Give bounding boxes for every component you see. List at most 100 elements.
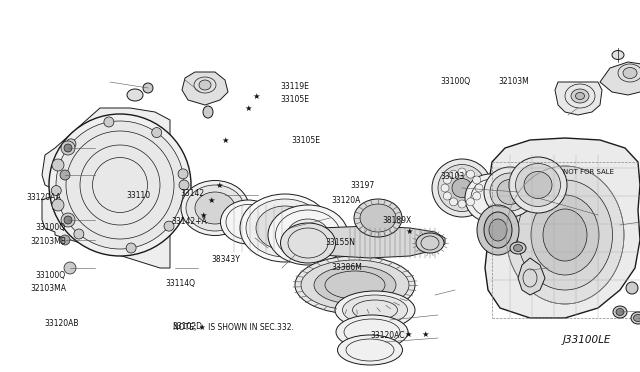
Ellipse shape	[314, 266, 396, 304]
Text: 33100Q: 33100Q	[440, 77, 470, 86]
Polygon shape	[485, 138, 640, 318]
Ellipse shape	[475, 184, 483, 192]
Ellipse shape	[52, 199, 64, 211]
Ellipse shape	[458, 200, 466, 208]
Ellipse shape	[56, 121, 184, 249]
Polygon shape	[555, 82, 602, 115]
Text: 33100Q: 33100Q	[35, 271, 65, 280]
Ellipse shape	[51, 186, 61, 196]
Ellipse shape	[449, 170, 458, 178]
Ellipse shape	[60, 170, 70, 180]
Ellipse shape	[509, 157, 567, 213]
Ellipse shape	[342, 295, 408, 325]
Ellipse shape	[445, 171, 479, 205]
Text: NOT FOR SALE: NOT FOR SALE	[563, 169, 614, 175]
Ellipse shape	[484, 167, 536, 217]
Ellipse shape	[612, 51, 624, 60]
Text: 33110: 33110	[127, 191, 151, 200]
Ellipse shape	[631, 312, 640, 324]
Ellipse shape	[164, 221, 174, 231]
Ellipse shape	[49, 114, 191, 256]
Ellipse shape	[203, 106, 213, 118]
Ellipse shape	[497, 180, 523, 205]
Ellipse shape	[126, 243, 136, 253]
Ellipse shape	[531, 195, 599, 275]
Polygon shape	[42, 108, 170, 268]
Ellipse shape	[623, 67, 637, 78]
Ellipse shape	[143, 83, 153, 93]
Ellipse shape	[432, 159, 492, 217]
Polygon shape	[182, 72, 228, 105]
Ellipse shape	[473, 176, 481, 184]
Ellipse shape	[449, 198, 458, 206]
Text: ★: ★	[422, 330, 429, 339]
Text: 33386M: 33386M	[332, 263, 362, 272]
Ellipse shape	[246, 199, 324, 257]
Polygon shape	[518, 258, 545, 295]
Ellipse shape	[195, 192, 235, 224]
Ellipse shape	[127, 89, 143, 101]
Ellipse shape	[61, 213, 75, 227]
Ellipse shape	[634, 314, 640, 321]
Ellipse shape	[280, 223, 335, 263]
Ellipse shape	[613, 306, 627, 318]
Ellipse shape	[64, 216, 72, 224]
Text: 32103MA: 32103MA	[31, 284, 67, 293]
Text: NOTE; ★ IS SHOWN IN SEC.332.: NOTE; ★ IS SHOWN IN SEC.332.	[173, 323, 294, 332]
Ellipse shape	[438, 164, 486, 212]
Ellipse shape	[467, 198, 474, 206]
Text: ★: ★	[221, 136, 229, 145]
Ellipse shape	[295, 256, 415, 314]
Text: 32103M: 32103M	[498, 77, 529, 86]
Text: 33142: 33142	[180, 189, 205, 198]
Ellipse shape	[489, 219, 507, 241]
Ellipse shape	[441, 184, 449, 192]
Text: J33100LE: J33100LE	[563, 336, 611, 345]
Text: ★: ★	[244, 104, 252, 113]
Polygon shape	[600, 62, 640, 95]
Ellipse shape	[490, 173, 530, 211]
Text: 33100Q: 33100Q	[35, 223, 65, 232]
Text: 33120AC: 33120AC	[370, 331, 404, 340]
Text: ★: ★	[404, 330, 412, 339]
Ellipse shape	[360, 204, 396, 232]
Ellipse shape	[524, 171, 552, 199]
Ellipse shape	[221, 200, 275, 244]
Ellipse shape	[52, 159, 64, 171]
Ellipse shape	[571, 89, 589, 103]
Text: 38343Y: 38343Y	[211, 255, 240, 264]
Ellipse shape	[61, 141, 75, 155]
Ellipse shape	[181, 180, 249, 235]
Ellipse shape	[626, 282, 638, 294]
Text: 33120A: 33120A	[332, 196, 361, 205]
Text: ★: ★	[406, 227, 413, 236]
Ellipse shape	[337, 335, 403, 365]
Ellipse shape	[179, 180, 189, 190]
Ellipse shape	[152, 128, 162, 138]
Ellipse shape	[444, 176, 451, 184]
Text: 33103: 33103	[440, 172, 465, 181]
Ellipse shape	[515, 164, 561, 206]
Ellipse shape	[104, 117, 114, 127]
Ellipse shape	[484, 212, 512, 248]
Polygon shape	[290, 226, 445, 258]
Text: 33114Q: 33114Q	[165, 279, 195, 288]
Ellipse shape	[543, 209, 587, 261]
Ellipse shape	[467, 170, 474, 178]
Ellipse shape	[240, 194, 330, 262]
Ellipse shape	[74, 229, 84, 239]
Ellipse shape	[64, 262, 76, 274]
Ellipse shape	[287, 219, 329, 251]
Ellipse shape	[510, 242, 526, 254]
Ellipse shape	[444, 192, 451, 200]
Text: 33155N: 33155N	[325, 238, 355, 247]
Text: 33105E: 33105E	[291, 136, 320, 145]
Text: 33119E: 33119E	[280, 82, 309, 91]
Ellipse shape	[513, 244, 522, 251]
Ellipse shape	[452, 179, 472, 198]
Text: 33142+A: 33142+A	[172, 217, 207, 226]
Ellipse shape	[199, 80, 211, 90]
Ellipse shape	[178, 169, 188, 179]
Text: 33102D: 33102D	[173, 322, 203, 331]
Text: 33105E: 33105E	[280, 95, 309, 104]
